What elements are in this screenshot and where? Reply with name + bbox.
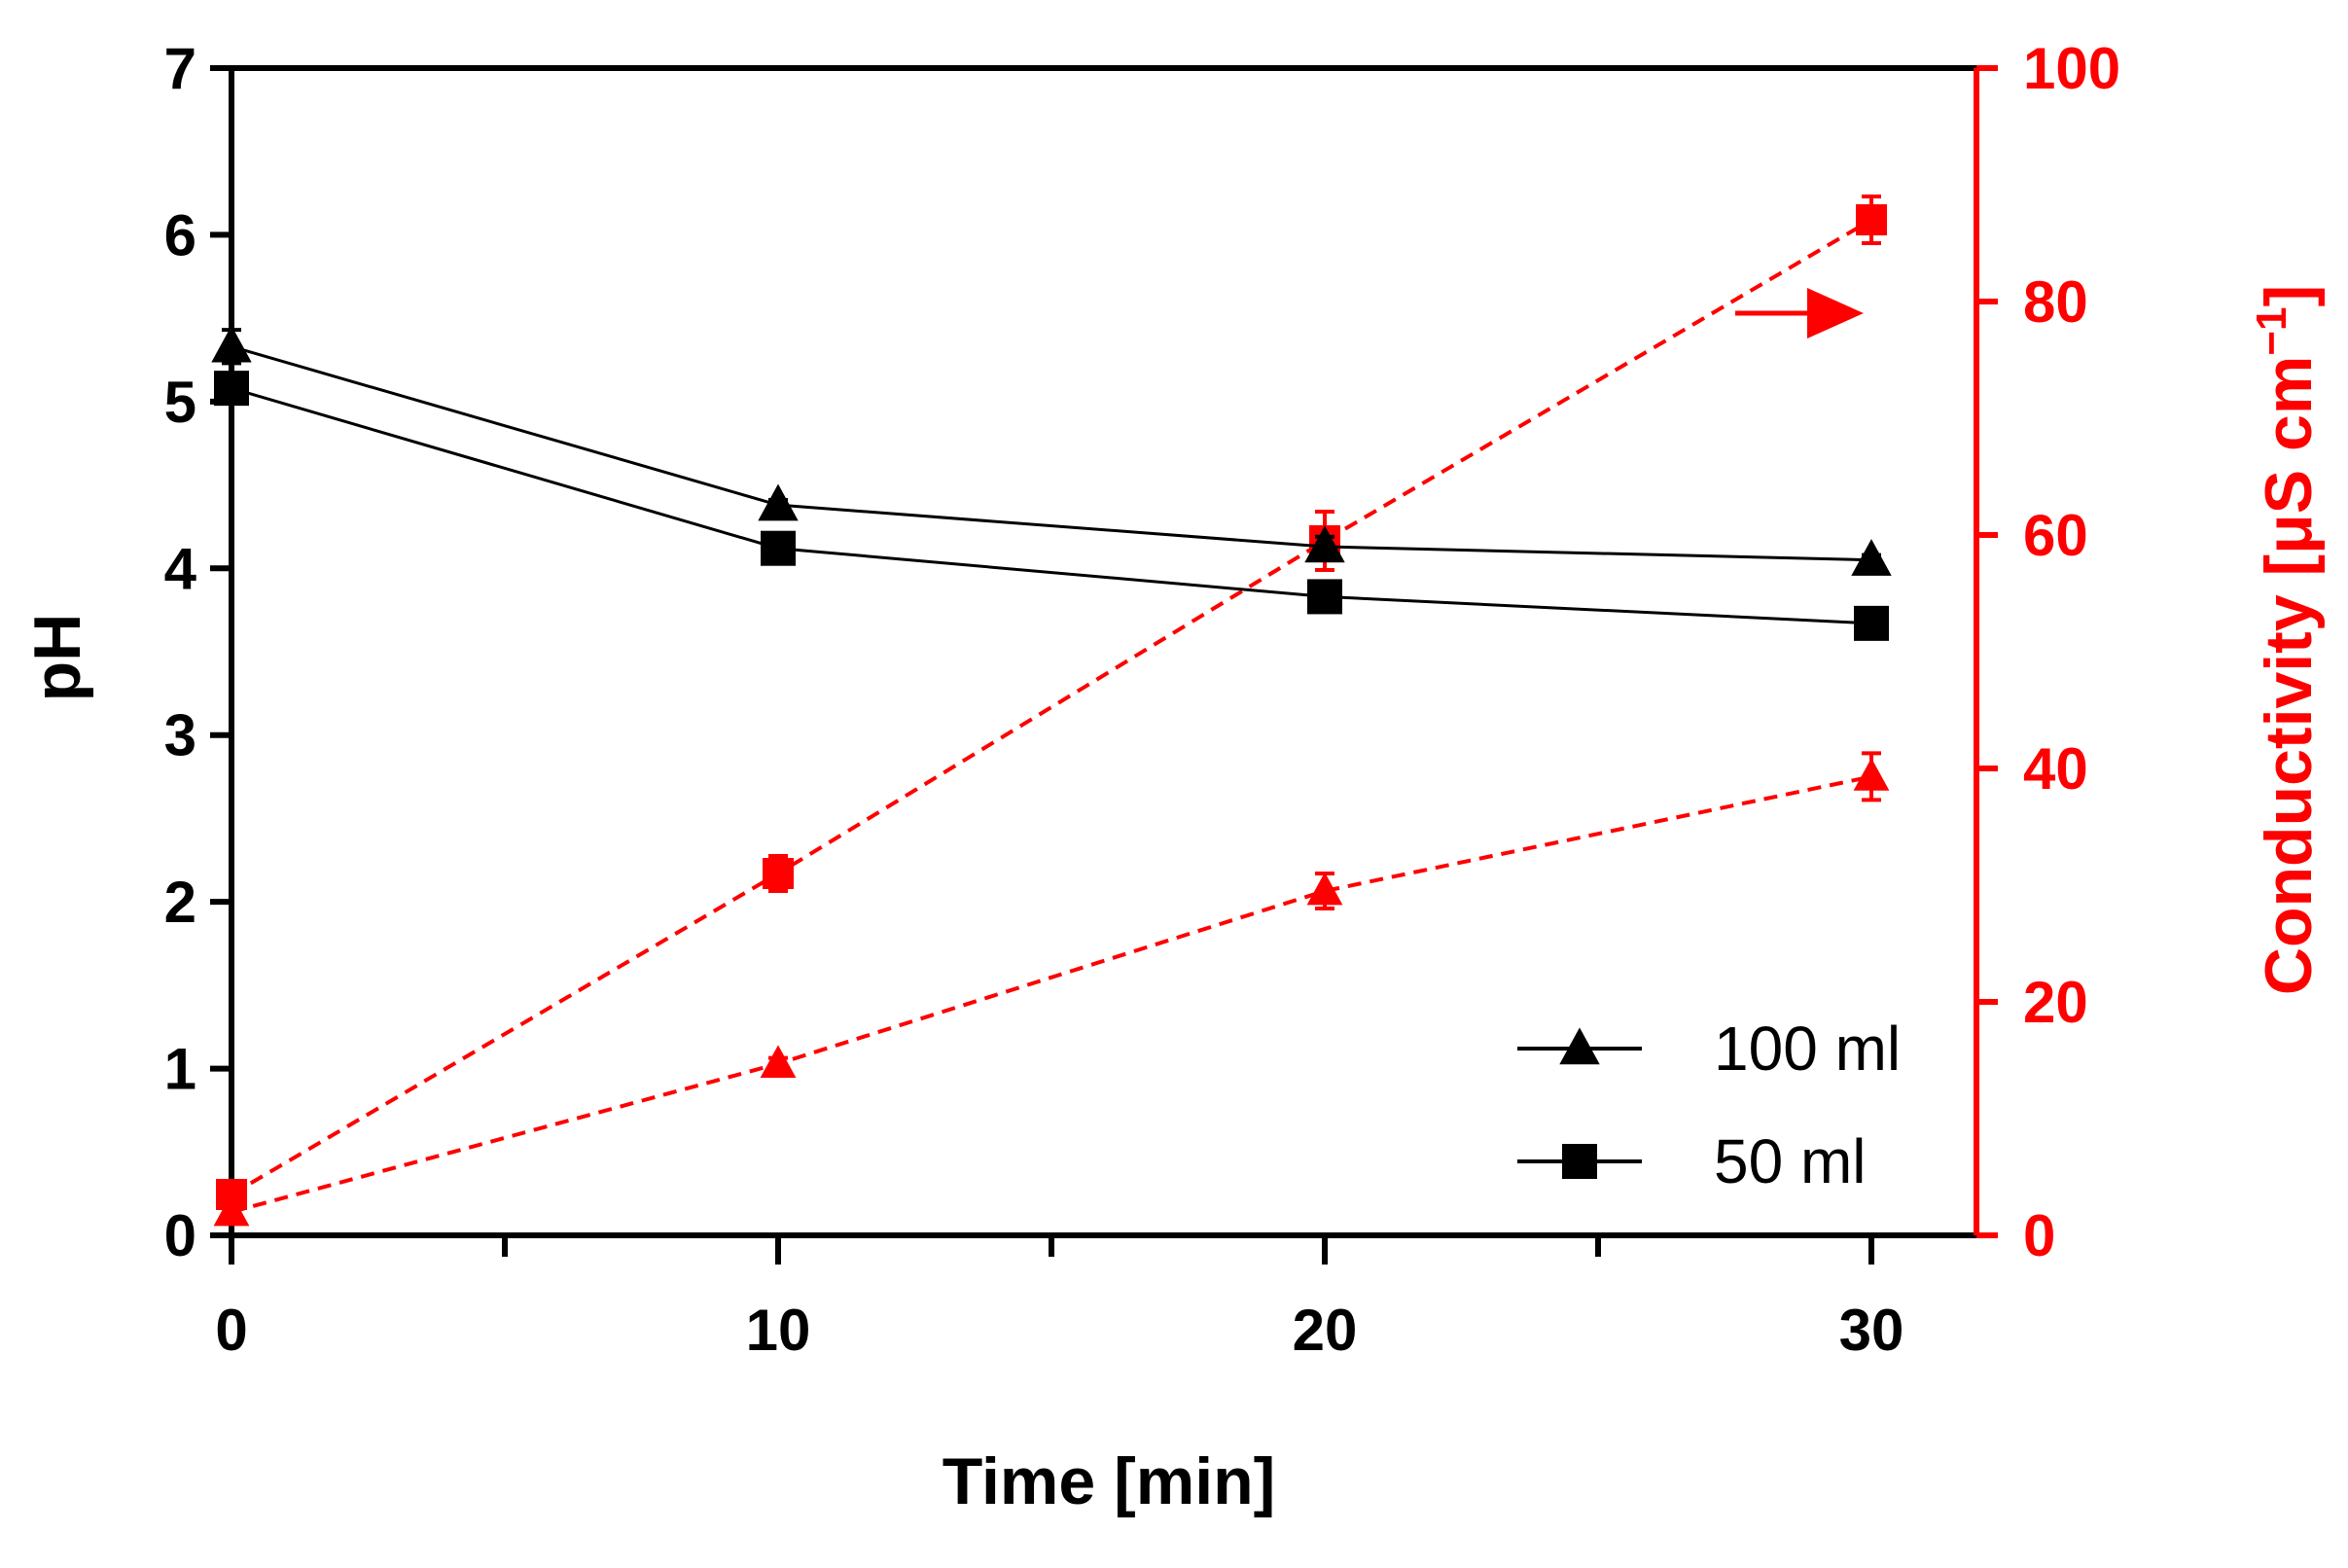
- legend-item: 50 ml: [1517, 1126, 1867, 1196]
- data-point-square: [763, 858, 794, 889]
- y-axis-right-title-bracket: ]: [2252, 285, 2326, 307]
- x-tick-label: 10: [746, 1298, 811, 1363]
- ticks-layer: 0 1 2 3 4 5 6 7 0 20 40 60 80 100 0 10 20 30: [164, 36, 2120, 1363]
- data-point-square: [761, 530, 796, 566]
- y-right-tick-label: 100: [2023, 36, 2120, 101]
- data-point-triangle: [1853, 758, 1890, 791]
- y-left-tick-label: 7: [164, 36, 196, 101]
- data-point-square: [1856, 204, 1887, 235]
- y-left-tick-label: 5: [164, 370, 196, 435]
- data-point-triangle: [1851, 539, 1892, 576]
- y-left-tick-label: 1: [164, 1037, 196, 1102]
- series-layer: [211, 195, 1892, 1227]
- data-point-triangle: [760, 1045, 797, 1078]
- series-line: [231, 344, 1872, 562]
- y-right-tick-label: 20: [2023, 970, 2088, 1035]
- y-axis-right-title: Conductivity [μS cm−1]: [2248, 285, 2326, 995]
- y-left-tick-label: 4: [164, 536, 197, 601]
- x-axis-title: Time [min]: [943, 1444, 1276, 1518]
- y-right-tick-label: 60: [2023, 503, 2088, 568]
- series-line: [230, 218, 1873, 1196]
- y-axis-right-title-main: Conductivity [μS cm: [2252, 356, 2326, 995]
- y-right-tick-label: 80: [2023, 269, 2088, 335]
- y-right-tick-label: 0: [2023, 1203, 2055, 1268]
- y-left-tick-label: 3: [164, 703, 196, 768]
- x-tick-label: 0: [215, 1298, 247, 1363]
- series-50-ml: [214, 371, 1889, 641]
- data-point-triangle: [758, 483, 799, 521]
- series-line: [231, 774, 1872, 1214]
- data-point-square: [1854, 605, 1889, 641]
- x-tick-label: 20: [1293, 1298, 1358, 1363]
- legend: 100 ml 50 ml: [1517, 1014, 1901, 1196]
- y-axis-right-title-sup: −1: [2248, 307, 2295, 356]
- series-100-ml: [211, 325, 1892, 576]
- plot-frame: [229, 65, 1979, 1238]
- data-point-triangle: [211, 325, 252, 363]
- data-point-triangle: [1304, 525, 1345, 563]
- x-tick-label: 30: [1839, 1298, 1904, 1363]
- series-50-ml-conductivity: [216, 195, 1887, 1210]
- legend-label: 100 ml: [1714, 1014, 1901, 1084]
- y-left-tick-label: 6: [164, 202, 196, 267]
- legend-label: 50 ml: [1714, 1126, 1867, 1196]
- y-axis-left-title: pH: [20, 614, 94, 702]
- legend-item: 100 ml: [1517, 1014, 1901, 1084]
- annotation-arrow: [1735, 288, 1864, 339]
- y-left-tick-label: 2: [164, 870, 196, 935]
- y-right-tick-label: 40: [2023, 736, 2088, 802]
- legend-marker-triangle: [1559, 1027, 1600, 1065]
- y-left-tick-label: 0: [164, 1203, 196, 1268]
- data-point-square: [216, 1179, 247, 1210]
- series-line: [231, 386, 1872, 625]
- arrow-head: [1807, 288, 1864, 339]
- data-point-square: [1307, 579, 1342, 615]
- legend-marker-square: [1562, 1144, 1597, 1179]
- data-point-triangle: [1306, 872, 1343, 906]
- series-100-ml-conductivity: [213, 751, 1890, 1227]
